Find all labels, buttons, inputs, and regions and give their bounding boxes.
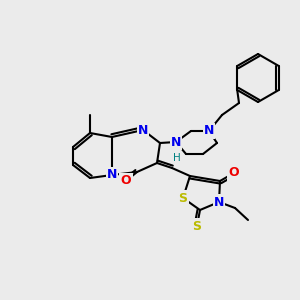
Text: N: N — [204, 124, 214, 137]
Text: S: S — [193, 220, 202, 232]
Text: N: N — [171, 136, 181, 148]
Text: N: N — [214, 196, 224, 208]
Text: O: O — [229, 167, 239, 179]
Text: S: S — [178, 191, 188, 205]
Text: O: O — [121, 175, 131, 188]
Text: N: N — [107, 169, 117, 182]
Text: N: N — [138, 124, 148, 136]
Text: H: H — [173, 153, 181, 163]
